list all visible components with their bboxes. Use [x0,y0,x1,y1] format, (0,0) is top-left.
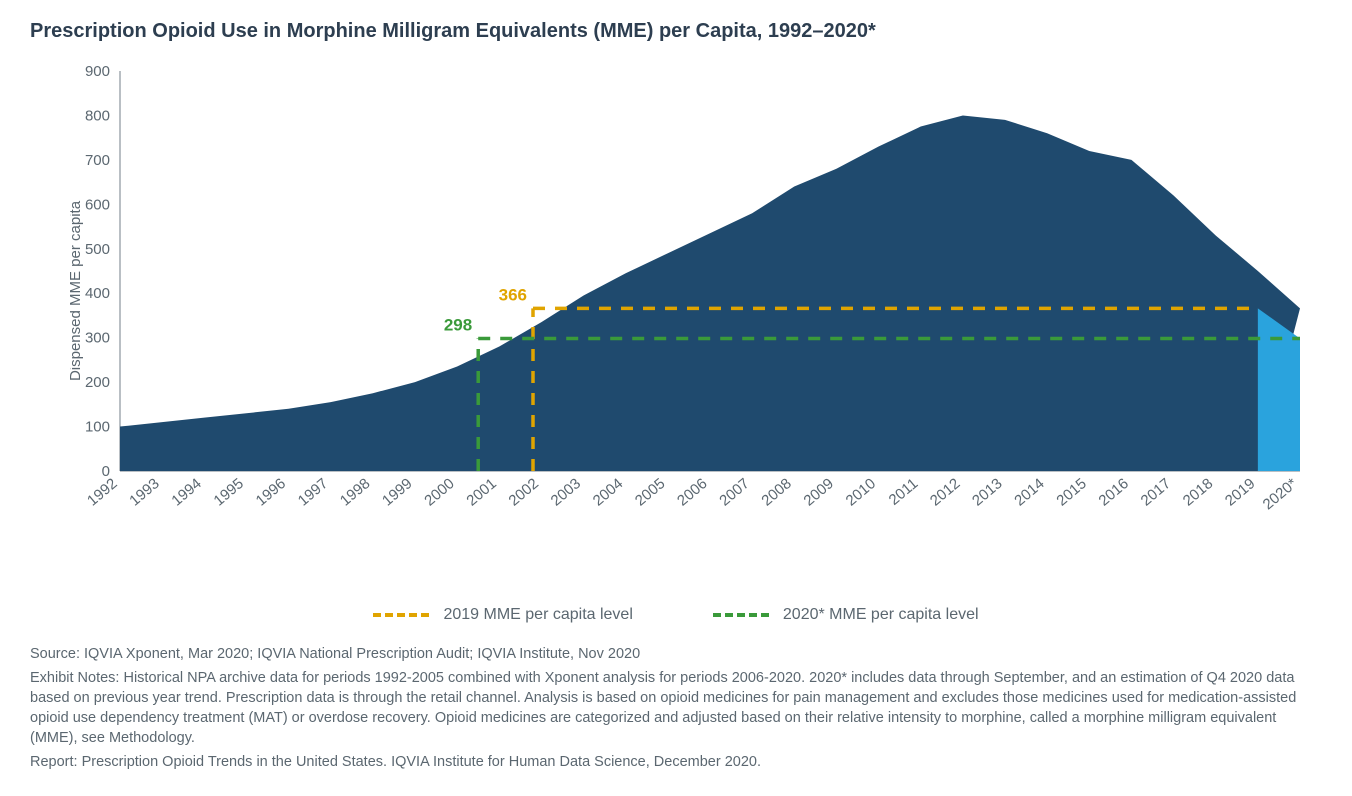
svg-text:2019: 2019 [1222,475,1258,509]
svg-text:298: 298 [444,316,472,335]
chart-title: Prescription Opioid Use in Morphine Mill… [30,20,1322,43]
svg-text:1992: 1992 [84,475,120,509]
svg-text:2020*: 2020* [1260,475,1301,513]
footnotes: Source: IQVIA Xponent, Mar 2020; IQVIA N… [30,644,1322,772]
svg-text:2014: 2014 [1011,475,1047,509]
svg-text:300: 300 [85,330,110,347]
svg-text:1998: 1998 [337,475,373,509]
svg-text:100: 100 [85,419,110,436]
svg-text:2005: 2005 [632,475,668,509]
svg-text:2002: 2002 [506,475,542,509]
svg-text:2006: 2006 [674,475,710,509]
svg-text:2001: 2001 [463,475,499,509]
legend-label: 2020* MME per capita level [783,606,979,624]
legend-item-2020: 2020* MME per capita level [713,606,979,624]
legend-label: 2019 MME per capita level [443,606,632,624]
svg-text:2000: 2000 [421,475,457,509]
legend-dash-2019 [373,613,429,617]
legend-dash-2020 [713,613,769,617]
svg-text:366: 366 [499,285,527,304]
svg-text:2011: 2011 [886,475,922,509]
svg-text:1999: 1999 [379,475,415,509]
svg-text:1997: 1997 [295,475,331,509]
svg-text:2008: 2008 [758,475,794,509]
svg-text:1996: 1996 [253,475,289,509]
svg-text:700: 700 [85,152,110,169]
svg-text:2017: 2017 [1138,475,1174,509]
svg-text:Dispensed MME per capita: Dispensed MME per capita [70,200,84,381]
chart-container: 0100200300400500600700800900Dispensed MM… [70,61,1322,556]
svg-text:2012: 2012 [927,475,963,509]
svg-text:400: 400 [85,285,110,302]
legend: 2019 MME per capita level 2020* MME per … [30,606,1322,624]
svg-text:2018: 2018 [1180,475,1216,509]
svg-text:2010: 2010 [843,475,879,509]
report-line: Report: Prescription Opioid Trends in th… [30,752,1322,772]
svg-text:2009: 2009 [801,475,837,509]
svg-text:1993: 1993 [126,475,162,509]
svg-text:1994: 1994 [168,475,204,509]
svg-text:2007: 2007 [716,475,752,509]
svg-text:800: 800 [85,107,110,124]
svg-text:600: 600 [85,196,110,213]
svg-text:900: 900 [85,63,110,80]
svg-text:1995: 1995 [211,475,247,509]
svg-text:2013: 2013 [969,475,1005,509]
svg-text:2004: 2004 [590,475,626,509]
source-line: Source: IQVIA Xponent, Mar 2020; IQVIA N… [30,644,1322,664]
legend-item-2019: 2019 MME per capita level [373,606,632,624]
svg-text:200: 200 [85,374,110,391]
svg-text:2015: 2015 [1053,475,1089,509]
area-chart: 0100200300400500600700800900Dispensed MM… [70,61,1310,551]
notes-line: Exhibit Notes: Historical NPA archive da… [30,668,1322,748]
svg-text:2016: 2016 [1096,475,1132,509]
svg-text:500: 500 [85,241,110,258]
svg-text:2003: 2003 [548,475,584,509]
